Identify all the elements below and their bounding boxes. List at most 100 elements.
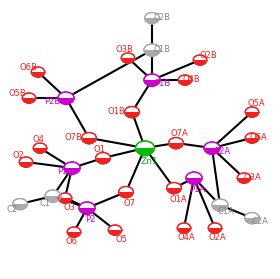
Ellipse shape — [169, 138, 183, 148]
Text: C1: C1 — [39, 199, 51, 208]
Ellipse shape — [212, 199, 228, 211]
Ellipse shape — [177, 223, 191, 233]
Text: C2B: C2B — [153, 13, 171, 23]
Ellipse shape — [95, 153, 110, 163]
Text: O6: O6 — [66, 237, 78, 246]
Ellipse shape — [245, 107, 259, 117]
Wedge shape — [194, 60, 206, 66]
Text: O7B: O7B — [64, 133, 82, 143]
Ellipse shape — [33, 143, 47, 153]
Ellipse shape — [245, 133, 259, 143]
Text: C1A: C1A — [218, 206, 234, 215]
Wedge shape — [23, 98, 35, 104]
Wedge shape — [122, 58, 134, 64]
Text: P1A: P1A — [189, 186, 205, 194]
Text: O1B: O1B — [107, 107, 125, 117]
Wedge shape — [209, 228, 221, 234]
Text: Zn1: Zn1 — [140, 158, 158, 167]
Wedge shape — [145, 18, 158, 25]
Ellipse shape — [64, 162, 80, 174]
Wedge shape — [109, 230, 121, 236]
Text: O2: O2 — [12, 150, 24, 160]
Text: O6A: O6A — [249, 133, 267, 143]
Ellipse shape — [22, 93, 36, 103]
Wedge shape — [34, 148, 46, 154]
Ellipse shape — [208, 223, 222, 233]
Ellipse shape — [31, 67, 45, 77]
Text: O4B: O4B — [182, 76, 200, 85]
Ellipse shape — [136, 141, 155, 155]
Wedge shape — [178, 228, 190, 234]
Ellipse shape — [58, 92, 74, 104]
Ellipse shape — [178, 75, 192, 85]
Text: O5A: O5A — [247, 98, 265, 107]
Wedge shape — [65, 168, 79, 175]
Text: O5: O5 — [115, 235, 127, 244]
Ellipse shape — [144, 44, 160, 56]
Ellipse shape — [79, 202, 95, 214]
Ellipse shape — [167, 182, 181, 194]
Text: O1A: O1A — [169, 196, 187, 205]
Ellipse shape — [81, 133, 96, 143]
Ellipse shape — [19, 157, 33, 167]
Ellipse shape — [13, 198, 27, 210]
Wedge shape — [46, 196, 60, 203]
Wedge shape — [119, 192, 133, 199]
Wedge shape — [245, 218, 259, 225]
Ellipse shape — [193, 55, 207, 65]
Text: O7: O7 — [124, 199, 136, 208]
Wedge shape — [68, 232, 80, 238]
Text: O3B: O3B — [115, 44, 133, 54]
Ellipse shape — [244, 213, 260, 223]
Text: O5B: O5B — [8, 88, 26, 97]
Wedge shape — [187, 178, 201, 185]
Wedge shape — [137, 148, 153, 157]
Ellipse shape — [45, 190, 61, 202]
Wedge shape — [246, 112, 258, 118]
Text: P1B: P1B — [154, 78, 170, 88]
Wedge shape — [96, 158, 109, 165]
Ellipse shape — [125, 107, 139, 117]
Wedge shape — [213, 205, 227, 212]
Wedge shape — [169, 143, 183, 150]
Text: O2A: O2A — [208, 232, 226, 242]
Ellipse shape — [67, 227, 81, 237]
Wedge shape — [238, 178, 250, 184]
Wedge shape — [145, 80, 159, 87]
Ellipse shape — [108, 225, 122, 235]
Wedge shape — [167, 188, 181, 194]
Ellipse shape — [186, 172, 202, 184]
Text: P2A: P2A — [214, 146, 230, 155]
Text: P2B: P2B — [44, 97, 60, 105]
Wedge shape — [32, 72, 44, 78]
Wedge shape — [80, 208, 94, 215]
Text: O3: O3 — [63, 203, 75, 211]
Wedge shape — [13, 204, 27, 211]
Text: O4: O4 — [32, 134, 44, 143]
Text: C2: C2 — [6, 205, 18, 213]
Text: O3A: O3A — [243, 174, 261, 182]
Wedge shape — [145, 50, 159, 57]
Text: O4A: O4A — [177, 232, 195, 242]
Text: C2A: C2A — [251, 217, 269, 225]
Text: O7A: O7A — [170, 129, 188, 138]
Wedge shape — [59, 98, 73, 105]
Wedge shape — [246, 138, 258, 144]
Wedge shape — [82, 138, 95, 145]
Ellipse shape — [144, 13, 159, 23]
Wedge shape — [59, 198, 71, 204]
Text: P1: P1 — [57, 167, 67, 175]
Wedge shape — [179, 80, 191, 86]
Ellipse shape — [144, 74, 160, 86]
Text: P2: P2 — [85, 215, 95, 225]
Wedge shape — [20, 162, 32, 168]
Wedge shape — [205, 148, 219, 155]
Ellipse shape — [58, 193, 72, 203]
Ellipse shape — [237, 173, 251, 183]
Ellipse shape — [118, 186, 134, 198]
Text: C1B: C1B — [153, 45, 171, 54]
Text: O2B: O2B — [199, 50, 217, 59]
Text: O6B: O6B — [19, 62, 37, 71]
Wedge shape — [125, 112, 139, 119]
Text: O1: O1 — [93, 145, 105, 153]
